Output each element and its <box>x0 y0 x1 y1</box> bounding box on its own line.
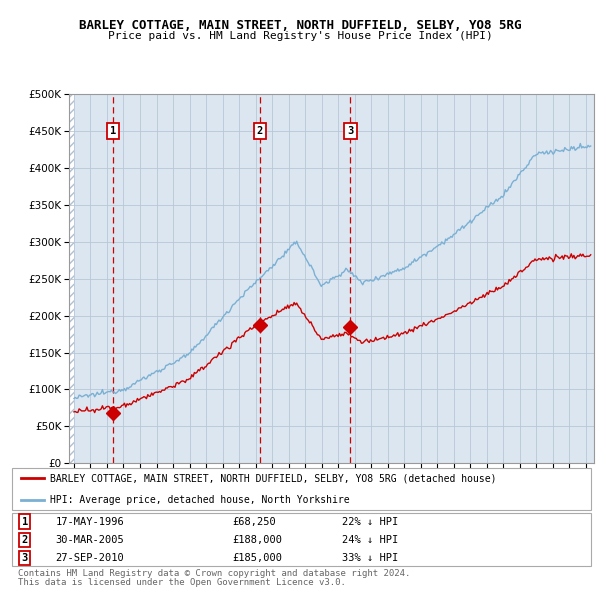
Text: £185,000: £185,000 <box>232 553 282 563</box>
Text: Price paid vs. HM Land Registry's House Price Index (HPI): Price paid vs. HM Land Registry's House … <box>107 31 493 41</box>
FancyBboxPatch shape <box>12 513 591 566</box>
FancyBboxPatch shape <box>12 468 591 510</box>
Text: This data is licensed under the Open Government Licence v3.0.: This data is licensed under the Open Gov… <box>18 578 346 588</box>
Text: 22% ↓ HPI: 22% ↓ HPI <box>342 517 398 527</box>
Text: 30-MAR-2005: 30-MAR-2005 <box>55 535 124 545</box>
Text: Contains HM Land Registry data © Crown copyright and database right 2024.: Contains HM Land Registry data © Crown c… <box>18 569 410 578</box>
Text: 33% ↓ HPI: 33% ↓ HPI <box>342 553 398 563</box>
Text: BARLEY COTTAGE, MAIN STREET, NORTH DUFFIELD, SELBY, YO8 5RG: BARLEY COTTAGE, MAIN STREET, NORTH DUFFI… <box>79 19 521 32</box>
Text: 1: 1 <box>110 126 116 136</box>
Text: BARLEY COTTAGE, MAIN STREET, NORTH DUFFIELD, SELBY, YO8 5RG (detached house): BARLEY COTTAGE, MAIN STREET, NORTH DUFFI… <box>50 474 496 483</box>
Text: £188,000: £188,000 <box>232 535 282 545</box>
Text: 17-MAY-1996: 17-MAY-1996 <box>55 517 124 527</box>
Text: 27-SEP-2010: 27-SEP-2010 <box>55 553 124 563</box>
Text: 24% ↓ HPI: 24% ↓ HPI <box>342 535 398 545</box>
Text: 2: 2 <box>257 126 263 136</box>
Text: 2: 2 <box>22 535 28 545</box>
Text: 3: 3 <box>347 126 353 136</box>
Text: HPI: Average price, detached house, North Yorkshire: HPI: Average price, detached house, Nort… <box>50 495 349 504</box>
Text: 1: 1 <box>22 517 28 527</box>
Text: £68,250: £68,250 <box>232 517 276 527</box>
Text: 3: 3 <box>22 553 28 563</box>
